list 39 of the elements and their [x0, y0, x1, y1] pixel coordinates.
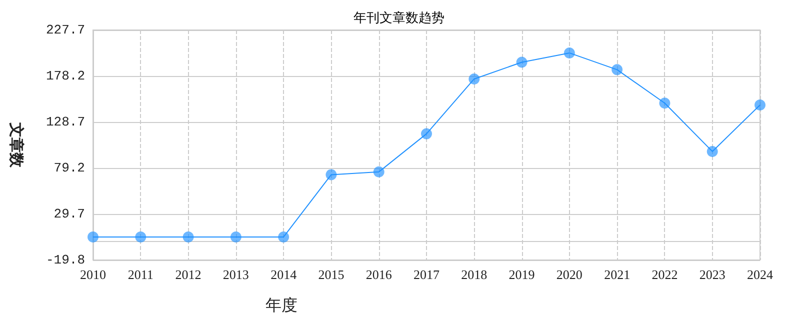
- chart-title: 年刊文章数趋势: [354, 10, 444, 25]
- point: [326, 169, 337, 180]
- x-tick-label: 2011: [128, 267, 154, 282]
- point: [659, 98, 670, 109]
- point: [373, 166, 384, 178]
- point: [421, 128, 432, 140]
- x-tick-label: 2016: [366, 267, 392, 282]
- x-tick-label: 2012: [175, 267, 202, 282]
- point: [88, 231, 98, 242]
- x-tick-label: 2023: [699, 267, 726, 282]
- x-tick-label: 2014: [270, 267, 298, 282]
- x-tick-label: 2019: [508, 267, 535, 282]
- point: [516, 56, 528, 68]
- x-tick-label: 2022: [652, 267, 678, 282]
- point: [468, 73, 480, 84]
- y-tick-label: 29.7: [54, 206, 85, 222]
- x-tick-label: 2015: [318, 267, 344, 282]
- point: [706, 146, 718, 157]
- y-tick-label: 227.7: [46, 22, 85, 38]
- x-axis-title: 年度: [266, 296, 298, 314]
- point: [182, 231, 194, 242]
- point: [564, 47, 575, 58]
- x-tick-label: 2010: [80, 267, 106, 282]
- x-tick-label: 2021: [604, 267, 630, 282]
- y-tick-label: 178.2: [46, 68, 85, 84]
- x-tick-label: 2020: [556, 267, 582, 282]
- point: [135, 231, 146, 242]
- y-tick-label: 128.7: [46, 114, 85, 130]
- y-tick-label: -19.8: [46, 252, 85, 268]
- point: [278, 231, 290, 242]
- x-tick-label: 2013: [222, 267, 249, 282]
- y-axis-title: 文章数: [8, 122, 26, 168]
- x-tick-label: 2024: [747, 267, 774, 282]
- point: [230, 231, 242, 242]
- point: [754, 99, 766, 110]
- x-tick-label: 2017: [414, 267, 440, 282]
- point: [612, 64, 623, 76]
- y-tick-label: 79.2: [54, 160, 85, 176]
- x-tick-label: 2018: [461, 267, 488, 282]
